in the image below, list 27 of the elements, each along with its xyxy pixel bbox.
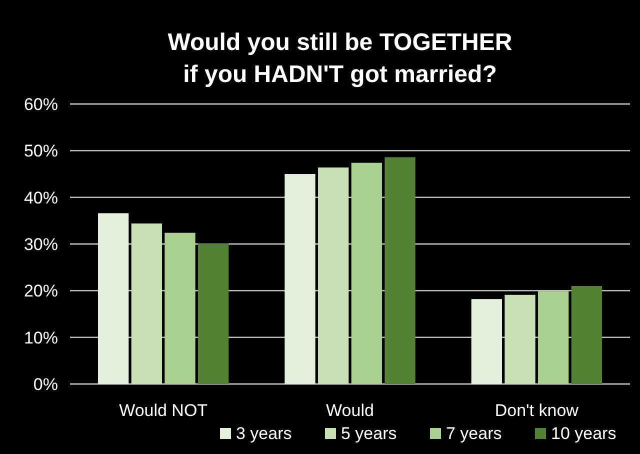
bar (351, 162, 382, 384)
y-tick-label: 50% (24, 142, 58, 161)
legend-label: 5 years (341, 424, 397, 443)
bar (504, 294, 536, 384)
legend-label: 3 years (236, 424, 292, 443)
y-tick-label: 40% (24, 188, 58, 208)
bar (164, 232, 196, 384)
y-tick-label: 60% (24, 94, 58, 114)
x-tick-label: Would NOT (119, 401, 208, 420)
bar (571, 286, 602, 384)
bar (384, 157, 416, 384)
bar (98, 213, 129, 384)
chart-title: Would you still be TOGETHER if you HADN'T got married? (168, 29, 512, 88)
x-tick-label: Don't know (494, 401, 580, 420)
legend-label: 7 years (446, 424, 502, 443)
legend-label: 10 years (551, 424, 616, 443)
y-tick-label: 0% (33, 374, 58, 394)
bar (131, 223, 162, 384)
y-tick-label: 20% (24, 282, 58, 301)
bar (284, 174, 316, 384)
bar (318, 167, 349, 384)
x-tick-label: Would (326, 401, 374, 420)
y-tick-label: 10% (24, 328, 58, 348)
y-tick-label: 30% (24, 234, 58, 254)
bar (471, 299, 502, 384)
bar (538, 291, 569, 384)
bar (198, 244, 229, 384)
